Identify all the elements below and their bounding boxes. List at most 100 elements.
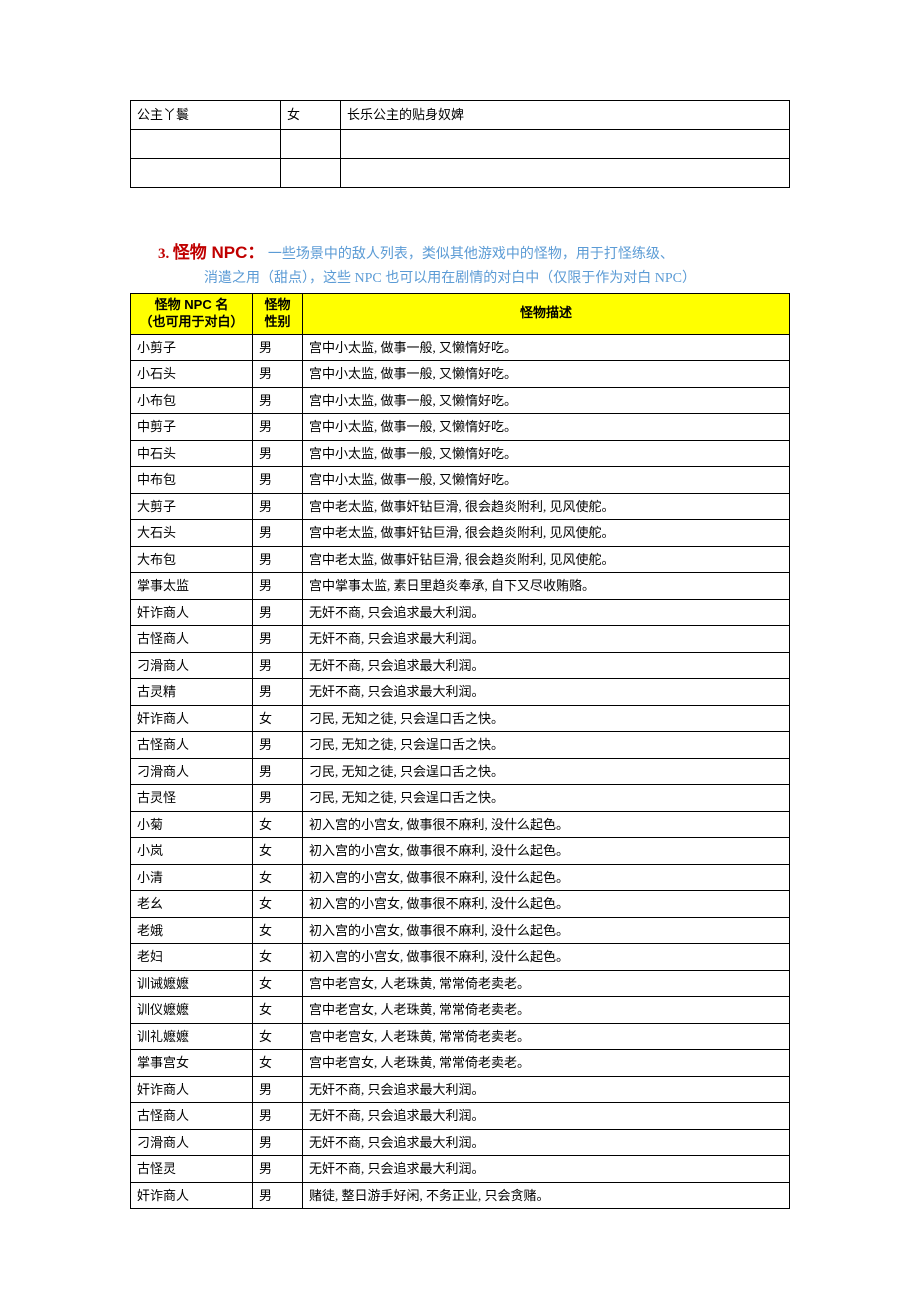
cell-name: 中石头	[131, 440, 253, 467]
cell-desc	[341, 159, 790, 188]
cell-desc: 初入宫的小宫女, 做事很不麻利, 没什么起色。	[303, 917, 790, 944]
cell-name: 古怪商人	[131, 732, 253, 759]
cell-desc: 初入宫的小宫女, 做事很不麻利, 没什么起色。	[303, 864, 790, 891]
table-row: 中布包男宫中小太监, 做事一般, 又懒惰好吃。	[131, 467, 790, 494]
cell-gender: 男	[253, 1156, 303, 1183]
cell-gender: 男	[253, 467, 303, 494]
header-name-l2: （也可用于对白）	[139, 314, 243, 329]
header-gender-l2: 性别	[264, 314, 290, 329]
cell-name: 奸诈商人	[131, 599, 253, 626]
document-page: 公主丫鬟女长乐公主的贴身奴婢 3. 怪物 NPC： 一些场景中的敌人列表，类似其…	[0, 0, 920, 1269]
cell-gender: 女	[253, 970, 303, 997]
header-name: 怪物 NPC 名 （也可用于对白）	[131, 294, 253, 335]
cell-gender: 女	[281, 101, 341, 130]
cell-desc: 宫中老太监, 做事奸钻巨滑, 很会趋炎附利, 见风使舵。	[303, 493, 790, 520]
cell-desc: 无奸不商, 只会追求最大利润。	[303, 679, 790, 706]
section-desc-line1: 一些场景中的敌人列表，类似其他游戏中的怪物，用于打怪练级、	[268, 247, 674, 262]
cell-name: 训礼嬷嬷	[131, 1023, 253, 1050]
top-table-body: 公主丫鬟女长乐公主的贴身奴婢	[131, 101, 790, 188]
cell-gender: 男	[253, 520, 303, 547]
table-row: 中石头男宫中小太监, 做事一般, 又懒惰好吃。	[131, 440, 790, 467]
cell-gender: 男	[253, 334, 303, 361]
cell-gender: 男	[253, 652, 303, 679]
cell-name: 大剪子	[131, 493, 253, 520]
cell-name: 训仪嬷嬷	[131, 997, 253, 1024]
cell-name: 刁滑商人	[131, 758, 253, 785]
table-row: 古怪商人男无奸不商, 只会追求最大利润。	[131, 626, 790, 653]
cell-name: 小布包	[131, 387, 253, 414]
cell-name: 刁滑商人	[131, 652, 253, 679]
cell-name: 奸诈商人	[131, 1076, 253, 1103]
cell-gender: 女	[253, 811, 303, 838]
cell-gender: 男	[253, 493, 303, 520]
cell-desc: 宫中老宫女, 人老珠黄, 常常倚老卖老。	[303, 970, 790, 997]
cell-desc: 宫中老宫女, 人老珠黄, 常常倚老卖老。	[303, 997, 790, 1024]
table-row: 奸诈商人男无奸不商, 只会追求最大利润。	[131, 599, 790, 626]
section-3-title: 3. 怪物 NPC： 一些场景中的敌人列表，类似其他游戏中的怪物，用于打怪练级、	[130, 238, 790, 263]
table-row: 大布包男宫中老太监, 做事奸钻巨滑, 很会趋炎附利, 见风使舵。	[131, 546, 790, 573]
table-row: 训仪嬷嬷女宫中老宫女, 人老珠黄, 常常倚老卖老。	[131, 997, 790, 1024]
cell-gender: 男	[253, 414, 303, 441]
header-desc: 怪物描述	[303, 294, 790, 335]
cell-desc: 长乐公主的贴身奴婢	[341, 101, 790, 130]
cell-desc: 宫中小太监, 做事一般, 又懒惰好吃。	[303, 467, 790, 494]
table-row: 刁滑商人男刁民, 无知之徒, 只会逞口舌之快。	[131, 758, 790, 785]
cell-desc: 初入宫的小宫女, 做事很不麻利, 没什么起色。	[303, 891, 790, 918]
cell-desc: 无奸不商, 只会追求最大利润。	[303, 1129, 790, 1156]
cell-name: 大布包	[131, 546, 253, 573]
cell-gender: 男	[253, 758, 303, 785]
cell-name: 古怪灵	[131, 1156, 253, 1183]
table-row: 刁滑商人男无奸不商, 只会追求最大利润。	[131, 652, 790, 679]
cell-name: 古灵怪	[131, 785, 253, 812]
cell-gender: 女	[253, 997, 303, 1024]
monster-table-body: 小剪子男宫中小太监, 做事一般, 又懒惰好吃。小石头男宫中小太监, 做事一般, …	[131, 334, 790, 1209]
cell-gender: 女	[253, 891, 303, 918]
header-gender-l1: 怪物	[264, 297, 290, 312]
cell-desc: 宫中老宫女, 人老珠黄, 常常倚老卖老。	[303, 1023, 790, 1050]
cell-desc: 宫中老太监, 做事奸钻巨滑, 很会趋炎附利, 见风使舵。	[303, 546, 790, 573]
table-row: 老幺女初入宫的小宫女, 做事很不麻利, 没什么起色。	[131, 891, 790, 918]
cell-gender: 男	[253, 440, 303, 467]
cell-desc: 宫中小太监, 做事一般, 又懒惰好吃。	[303, 361, 790, 388]
table-row: 小岚女初入宫的小宫女, 做事很不麻利, 没什么起色。	[131, 838, 790, 865]
cell-name: 小石头	[131, 361, 253, 388]
cell-gender	[281, 159, 341, 188]
cell-desc: 刁民, 无知之徒, 只会逞口舌之快。	[303, 785, 790, 812]
monster-npc-table: 怪物 NPC 名 （也可用于对白） 怪物 性别 怪物描述 小剪子男宫中小太监, …	[130, 293, 790, 1209]
cell-name: 古怪商人	[131, 626, 253, 653]
cell-name: 奸诈商人	[131, 705, 253, 732]
section-desc-line2: 消遣之用（甜点），这些 NPC 也可以用在剧情的对白中（仅限于作为对白 NPC）	[130, 267, 790, 287]
table-row: 小剪子男宫中小太监, 做事一般, 又懒惰好吃。	[131, 334, 790, 361]
cell-gender	[281, 130, 341, 159]
cell-desc: 宫中小太监, 做事一般, 又懒惰好吃。	[303, 440, 790, 467]
table-row: 中剪子男宫中小太监, 做事一般, 又懒惰好吃。	[131, 414, 790, 441]
cell-desc: 无奸不商, 只会追求最大利润。	[303, 1103, 790, 1130]
section-heading: 怪物 NPC：	[173, 243, 265, 262]
table-row: 大石头男宫中老太监, 做事奸钻巨滑, 很会趋炎附利, 见风使舵。	[131, 520, 790, 547]
cell-gender: 男	[253, 599, 303, 626]
table-row: 古怪商人男刁民, 无知之徒, 只会逞口舌之快。	[131, 732, 790, 759]
cell-gender: 男	[253, 573, 303, 600]
cell-desc: 宫中掌事太监, 素日里趋炎奉承, 自下又尽收贿赂。	[303, 573, 790, 600]
table-row: 公主丫鬟女长乐公主的贴身奴婢	[131, 101, 790, 130]
table-row	[131, 159, 790, 188]
cell-desc: 初入宫的小宫女, 做事很不麻利, 没什么起色。	[303, 811, 790, 838]
table-row: 奸诈商人男无奸不商, 只会追求最大利润。	[131, 1076, 790, 1103]
cell-name: 小剪子	[131, 334, 253, 361]
cell-desc: 初入宫的小宫女, 做事很不麻利, 没什么起色。	[303, 944, 790, 971]
cell-desc: 无奸不商, 只会追求最大利润。	[303, 1156, 790, 1183]
table-row: 古灵怪男刁民, 无知之徒, 只会逞口舌之快。	[131, 785, 790, 812]
cell-name: 老娥	[131, 917, 253, 944]
cell-name: 老妇	[131, 944, 253, 971]
table-row: 大剪子男宫中老太监, 做事奸钻巨滑, 很会趋炎附利, 见风使舵。	[131, 493, 790, 520]
cell-name: 奸诈商人	[131, 1182, 253, 1209]
table-row: 掌事太监男宫中掌事太监, 素日里趋炎奉承, 自下又尽收贿赂。	[131, 573, 790, 600]
cell-gender: 男	[253, 732, 303, 759]
cell-name: 老幺	[131, 891, 253, 918]
cell-desc: 无奸不商, 只会追求最大利润。	[303, 652, 790, 679]
cell-name: 掌事宫女	[131, 1050, 253, 1077]
cell-name	[131, 159, 281, 188]
cell-desc: 宫中老宫女, 人老珠黄, 常常倚老卖老。	[303, 1050, 790, 1077]
table-row: 小菊女初入宫的小宫女, 做事很不麻利, 没什么起色。	[131, 811, 790, 838]
table-row: 老娥女初入宫的小宫女, 做事很不麻利, 没什么起色。	[131, 917, 790, 944]
